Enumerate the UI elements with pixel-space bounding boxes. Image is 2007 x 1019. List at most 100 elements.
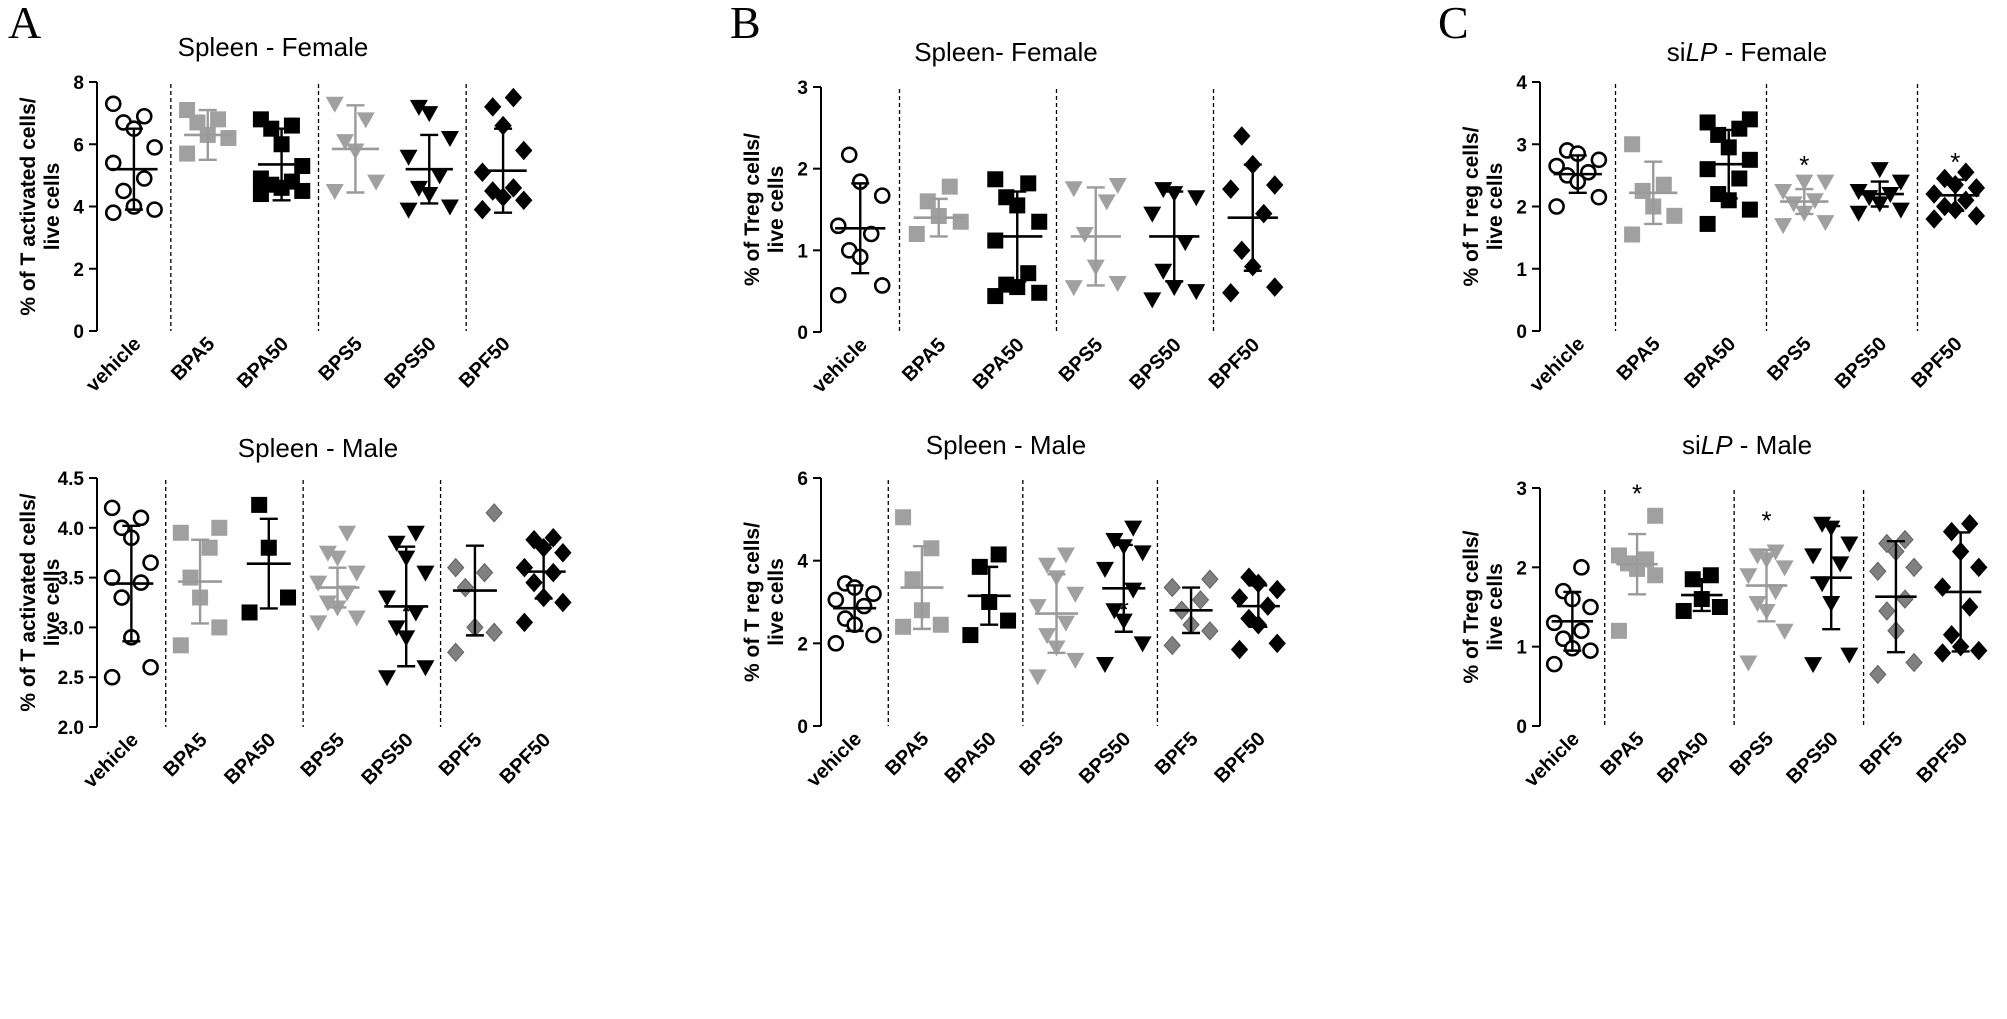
data-point [1731,170,1748,187]
data-point [172,637,189,654]
data-point [1133,636,1152,653]
data-point [1849,183,1868,200]
data-point [325,96,344,113]
data-point [515,140,533,161]
data-point [1775,623,1794,640]
data-point [1187,284,1206,301]
group-vehicle [1548,142,1608,215]
data-point [504,87,523,108]
y-tick-label: 3.0 [58,618,84,639]
data-point [1840,536,1859,553]
data-point [923,540,940,557]
data-point [987,232,1004,249]
data-point [1000,612,1017,629]
data-point [1840,647,1859,664]
data-point [1816,215,1835,232]
data-point [103,668,121,686]
data-point [220,130,237,147]
y-tick-label: 3.5 [58,569,85,590]
data-point [211,519,228,536]
data-point [211,619,228,636]
data-point [1222,179,1240,199]
data-point [873,277,891,294]
data-point [387,535,406,552]
data-point [1066,586,1085,603]
data-point [1163,577,1181,598]
data-point [1720,192,1737,209]
data-point [1064,181,1083,198]
data-point [1187,190,1206,207]
significance-marker: * [1761,505,1771,535]
data-point [1124,582,1143,599]
data-point [473,162,492,183]
group-BPS5 [1774,174,1835,235]
group-BPA5 [1610,507,1664,639]
data-point [1165,280,1184,297]
y-tick-label: 6 [797,469,808,490]
significance-marker: * [1799,150,1809,180]
data-point [1097,194,1116,211]
data-point [1967,206,1986,226]
group-BPS50 [1849,162,1910,222]
x-category-label: BPA5 [1596,728,1648,780]
panel-letter-a: A [8,0,41,48]
data-point [1925,209,1943,229]
x-category-label: BPS50 [1125,334,1185,394]
data-point [1896,529,1914,550]
data-point [1222,283,1240,303]
group-BPF5 [447,503,503,663]
data-point [416,660,435,677]
y-tick-label: 1 [1516,260,1527,281]
y-tick-label: 2 [73,260,84,281]
group-vehicle [103,499,159,686]
data-point [873,187,891,204]
data-point [1869,561,1887,582]
data-point [135,170,153,187]
data-point [135,107,153,125]
group-BPF50 [515,528,572,633]
y-tick-label: 3 [797,78,808,99]
data-point [1545,655,1563,673]
group-vehicle [829,146,891,304]
x-category-label: BPA50 [233,333,293,393]
x-category-label: vehicle [803,728,867,792]
chart-2: Spleen - Male 2.0 2.5 3.0 3.5 4.0 4.5 % of T ac… [17,433,572,792]
data-point [1675,602,1692,619]
data-point [318,595,337,612]
data-point [1266,277,1284,297]
y-tick-label: 2 [797,160,808,181]
data-point [416,565,435,582]
data-point [829,217,847,235]
data-point [1816,174,1835,191]
data-point [484,97,502,117]
data-point [201,539,218,556]
x-category-label: BPF50 [496,729,556,789]
x-category-label: vehicle [1526,333,1590,397]
y-tick-label: 2.5 [58,668,85,689]
data-point [409,99,428,116]
data-point [1143,206,1162,223]
data-point [210,111,227,128]
data-point [1056,615,1075,632]
group-BPF50 [473,87,533,220]
panel-letter-b: B [730,0,761,48]
data-point [865,585,882,603]
y-axis-label: % of Treg cells/ [1460,530,1483,683]
data-point [1957,162,1975,183]
data-point [347,565,366,582]
data-point [1967,178,1986,198]
data-point [1233,126,1251,146]
y-tick-label: 6 [73,135,84,156]
y-tick-label: 4 [797,552,808,573]
data-point [325,183,344,200]
data-point [1056,547,1075,564]
data-point [1961,597,1979,617]
x-category-label: BPA50 [969,334,1029,394]
data-point [1143,292,1162,309]
y-tick-label: 2 [1516,558,1527,579]
x-category-label: BPS5 [314,333,367,386]
data-point [1831,556,1850,573]
data-point [1702,567,1719,584]
group-BPS5 [325,96,386,200]
y-tick-label: 0 [797,717,808,738]
